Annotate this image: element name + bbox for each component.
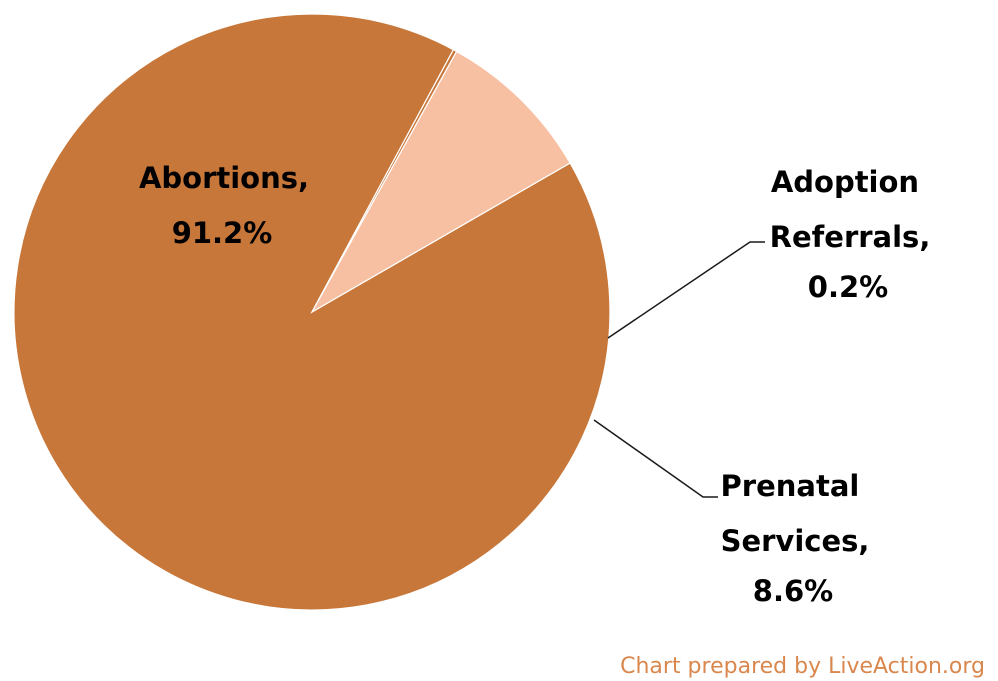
- chart-credit: Chart prepared by LiveAction.org: [620, 654, 985, 679]
- leader-line-adoption-referrals: [607, 241, 765, 339]
- label-prenatal-line2: Services,: [721, 524, 870, 558]
- label-prenatal-line1: Prenatal: [721, 469, 860, 503]
- label-prenatal-services-value: 8.6%: [753, 574, 833, 608]
- label-prenatal-services: Prenatal Services,: [721, 469, 870, 558]
- label-adoption-referrals: Adoption Referrals,: [770, 165, 931, 254]
- leader-lines: [593, 241, 765, 498]
- pie-slices: [13, 13, 611, 611]
- label-adoption-line1: Adoption: [771, 165, 919, 199]
- label-abortions-value: 91.2%: [172, 216, 273, 250]
- label-abortions: Abortions,: [139, 161, 309, 195]
- leader-line-prenatal-services: [593, 419, 718, 498]
- label-adoption-line2: Referrals,: [770, 220, 931, 254]
- label-adoption-referrals-value: 0.2%: [808, 270, 888, 304]
- pie-slice-prenatal-services: [310, 50, 571, 314]
